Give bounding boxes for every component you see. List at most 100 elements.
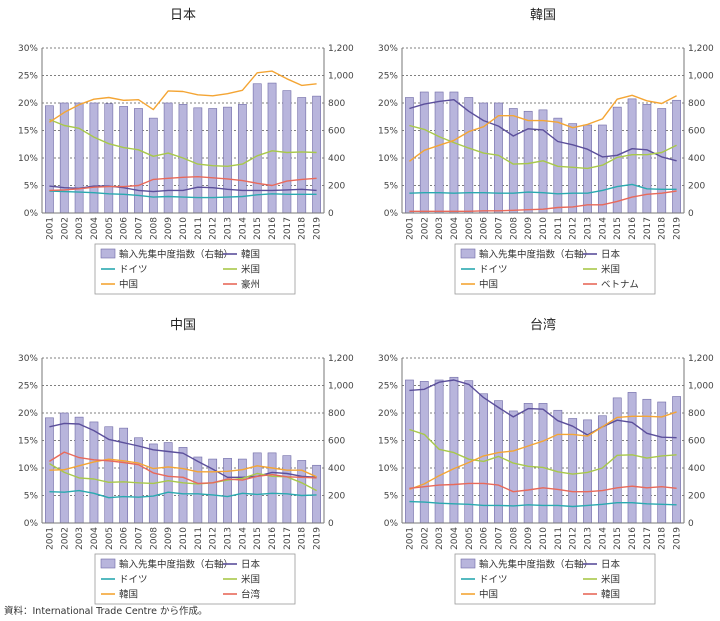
y-right-tick-label: 0 [328,209,334,219]
y-right-tick-label: 600 [688,127,705,137]
bar [134,108,143,214]
x-tick-label: 2014 [598,217,608,240]
series-line-2 [409,183,677,195]
bar [494,400,503,524]
legend-label: ドイツ [119,575,148,586]
bar [163,442,173,524]
x-tick-label: 2004 [450,527,460,550]
x-tick-label: 2005 [465,217,475,240]
y-right-tick-label: 1,000 [688,382,714,392]
x-tick-label: 2014 [238,217,248,240]
y-right-tick-label: 1,000 [328,382,354,392]
x-tick-label: 2006 [120,527,130,550]
bar [494,102,503,214]
legend-box [454,553,656,605]
x-tick-label: 2010 [539,217,549,240]
y-right-tick-label: 1,200 [688,354,714,364]
series-line-5 [49,451,317,485]
legend-label: ベトナム [601,280,639,291]
y-right-tick-label: 200 [688,182,705,192]
x-tick-label: 2015 [253,217,263,240]
x-tick-label: 2006 [480,527,490,550]
x-tick-label: 2007 [134,217,144,240]
y-right-tick-label: 800 [688,409,705,419]
x-tick-label: 2006 [480,217,490,240]
x-tick-label: 2018 [658,217,668,240]
x-tick-label: 2009 [524,527,534,550]
bar [312,464,321,524]
y-left-tick-label: 5% [384,492,399,502]
x-tick-label: 2001 [45,217,55,240]
x-tick-label: 2011 [194,527,204,550]
legend-label: 韓国 [601,590,620,601]
bar [223,458,232,524]
legend-swatch [100,558,116,569]
series-line-5 [409,190,677,213]
x-tick-label: 2015 [613,527,623,550]
x-tick-label: 2014 [238,527,248,550]
y-left-tick-label: 10% [18,464,38,474]
x-tick-label: 2007 [494,527,504,550]
bar [434,91,444,214]
x-tick-label: 2019 [673,217,683,240]
x-tick-label: 2016 [628,527,638,550]
y-left-tick-label: 5% [24,492,39,502]
y-right-tick-label: 800 [328,409,345,419]
series-line-4 [49,458,317,478]
bar [89,102,99,214]
y-right-tick-label: 200 [328,182,345,192]
bar [104,103,114,214]
x-tick-label: 2017 [643,527,653,550]
y-left-tick-label: 10% [18,154,38,164]
x-tick-label: 2008 [509,217,519,240]
legend-label: 韓国 [241,250,260,261]
x-tick-label: 2005 [465,527,475,550]
legend-label: 台湾 [241,589,261,601]
x-tick-label: 2013 [224,217,234,240]
series-line-2 [409,500,677,508]
bar [597,124,607,214]
series-line-4 [409,411,677,491]
y-right-tick-label: 1,200 [688,44,714,54]
legend-box [454,243,656,295]
y-left-tick-label: 20% [18,409,38,419]
y-left-tick-label: 25% [378,72,398,82]
x-tick-label: 2018 [298,527,308,550]
x-tick-label: 2006 [120,217,130,240]
legend-label: 韓国 [119,590,138,601]
bar [104,426,114,524]
bar [405,97,414,214]
bar [642,104,652,214]
bar [464,97,474,214]
legend-swatch [100,248,116,259]
x-tick-label: 2001 [405,217,415,240]
y-right-tick-label: 1,000 [328,72,354,82]
x-tick-label: 2016 [268,527,278,550]
series-line-1 [409,98,677,162]
x-tick-label: 2011 [194,217,204,240]
legend-label: 輸入先集中度指数（右軸） [479,249,593,261]
x-tick-label: 2012 [569,217,579,240]
series-line-4 [49,70,317,123]
legend-label: 日本 [241,559,261,571]
x-tick-label: 2002 [420,217,430,240]
bar [434,379,444,524]
bar [178,447,188,524]
bar [252,83,262,214]
bar [74,102,84,214]
chart-title: 中国 [170,318,196,333]
bar [59,412,69,524]
x-tick-label: 2002 [420,527,430,550]
y-left-tick-label: 25% [18,382,38,392]
chart-panel-1: 日本 0% 5% 10% 15% 20% 25% 30% 0 200 400 600 800 1,000 1… [18,8,354,295]
y-left-tick-label: 0% [384,519,399,529]
legend-label: 輸入先集中度指数（右軸） [119,249,233,261]
legend-label: 米国 [241,264,260,276]
y-right-tick-label: 800 [328,99,345,109]
bar [449,376,459,524]
chart-title: 韓国 [530,8,556,23]
series-line-1 [409,379,677,439]
y-right-tick-label: 400 [688,154,705,164]
y-right-tick-label: 600 [328,127,345,137]
bar [312,95,321,214]
